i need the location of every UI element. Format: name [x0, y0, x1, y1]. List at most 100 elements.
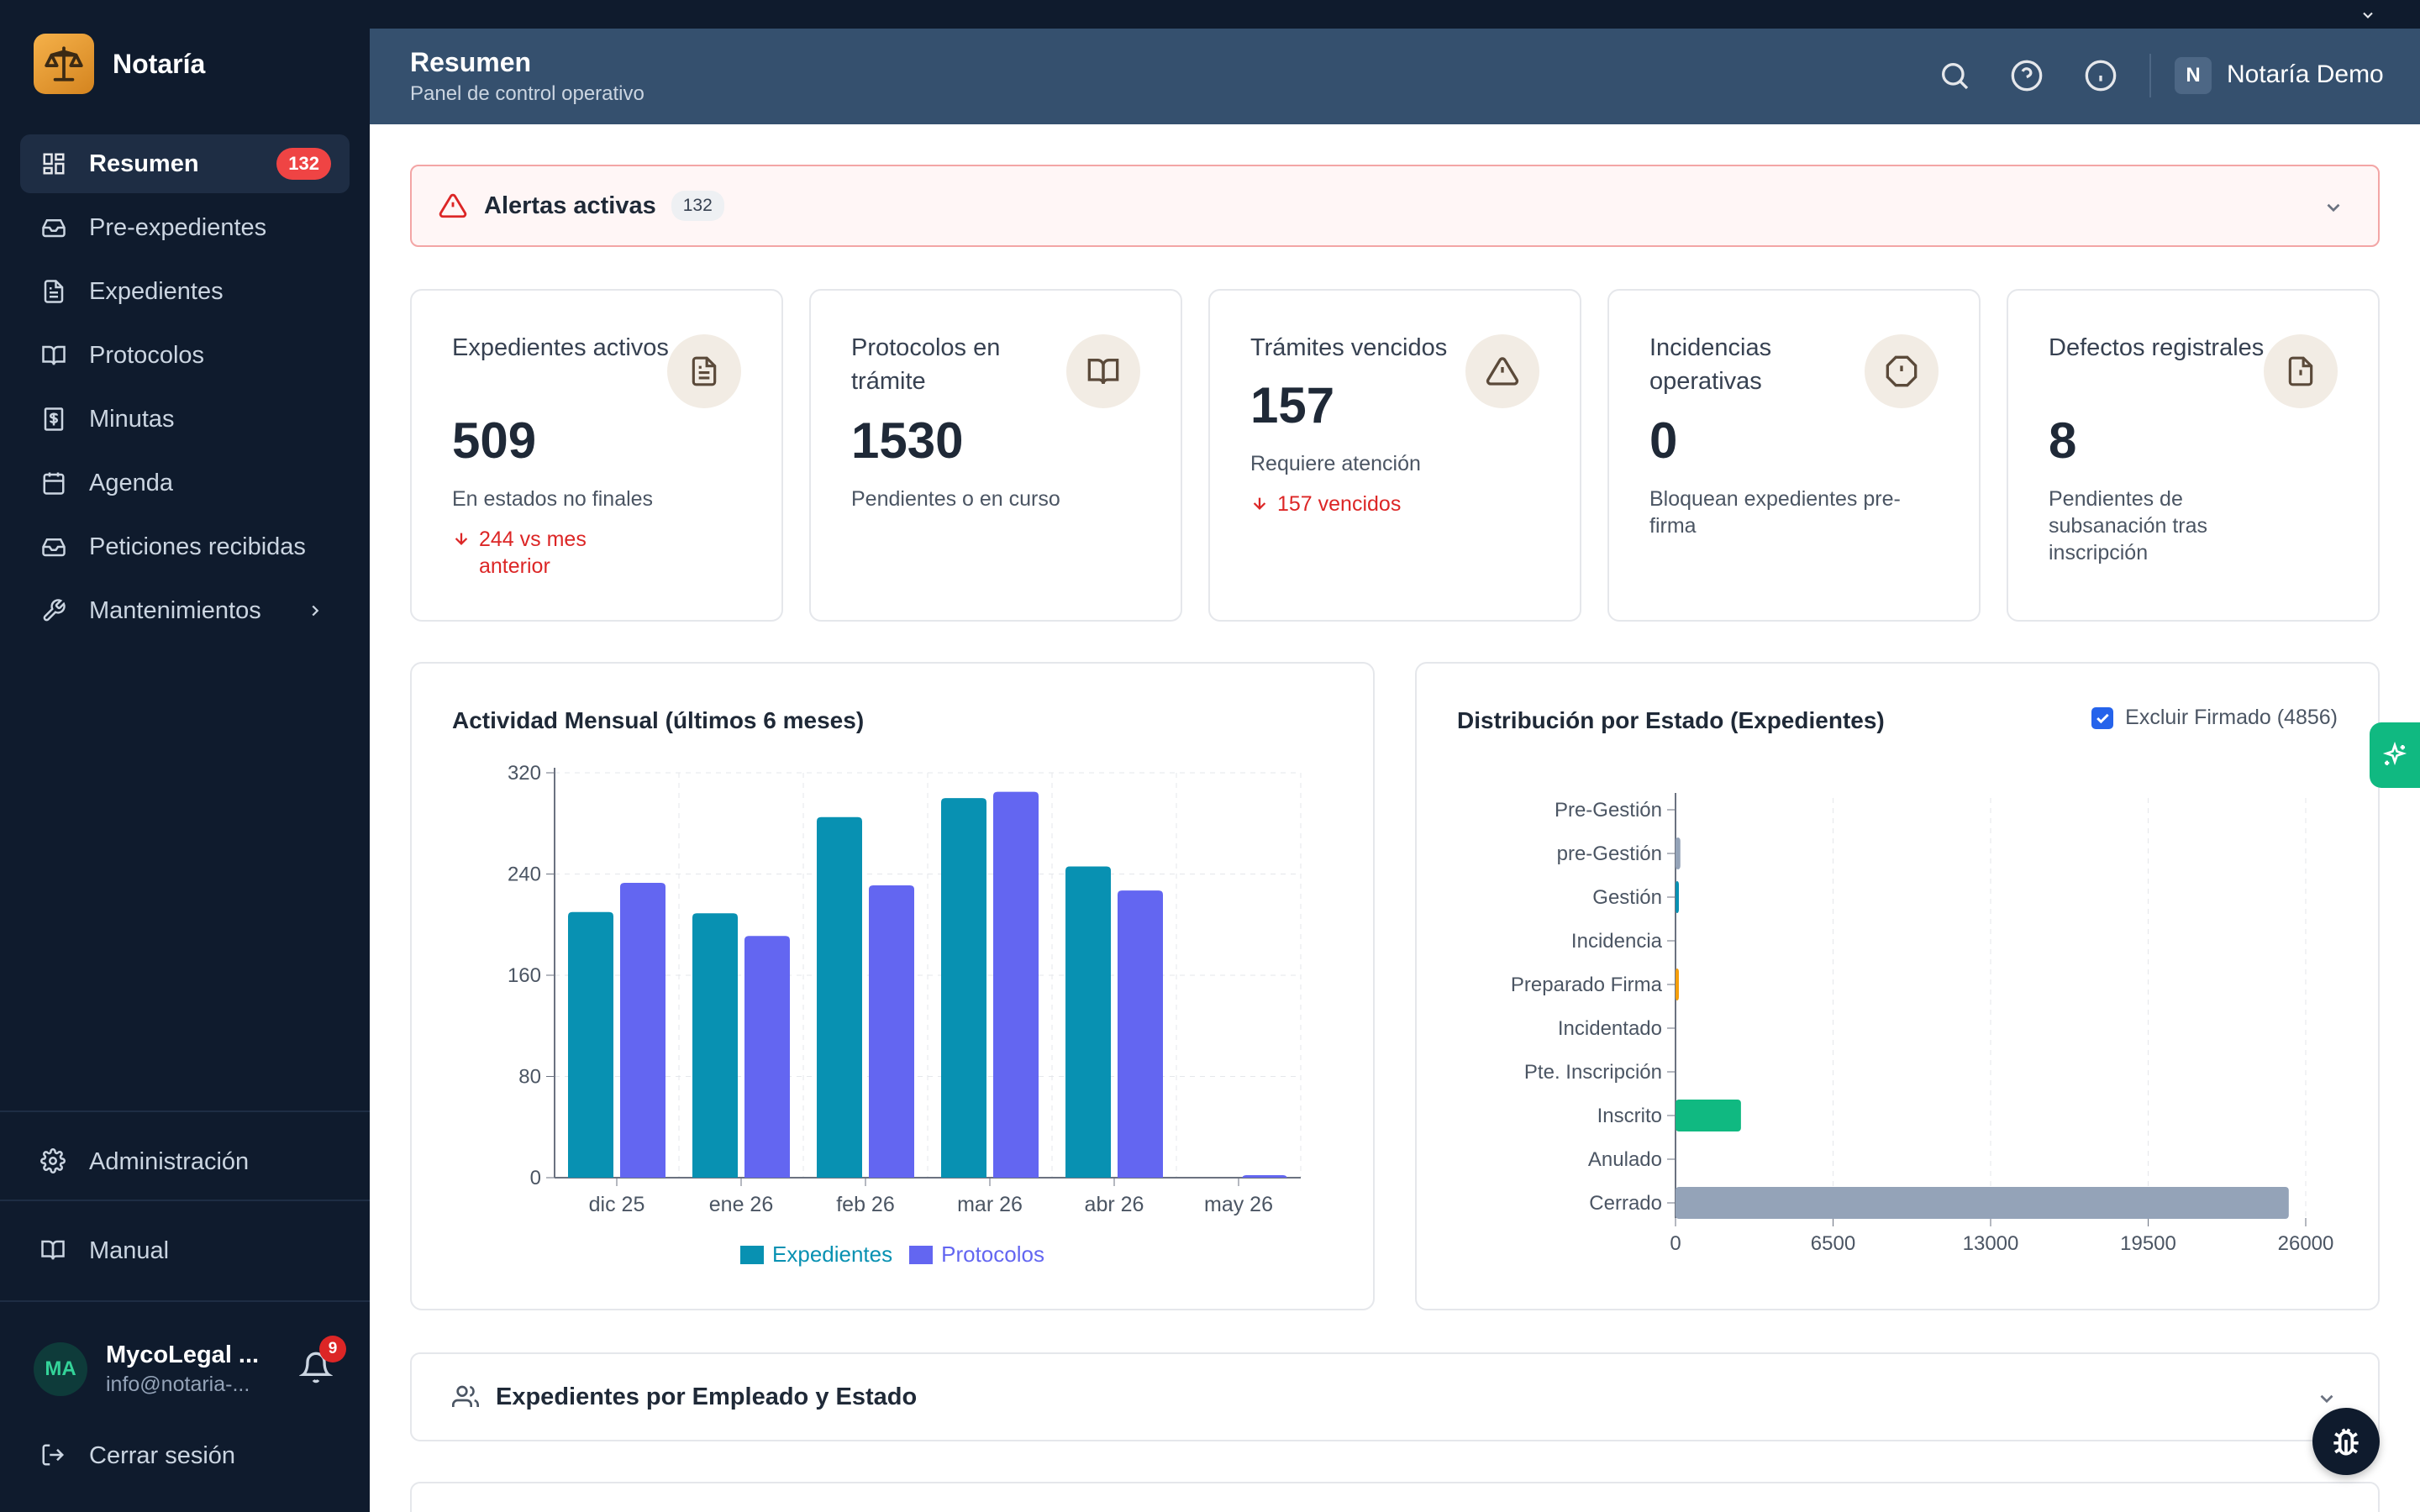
y-tick-label: Preparado Firma [1511, 974, 1663, 996]
kpi-trend-text: 157 vencidos [1277, 492, 1402, 516]
divider [2149, 54, 2151, 97]
chevron-down-icon[interactable] [2323, 197, 2344, 218]
bar-gesti-n [1676, 881, 1679, 913]
kpi-description: En estados no finales [452, 487, 654, 511]
sidebar-item-resumen[interactable]: Resumen 132 [20, 134, 350, 193]
warning-triangle-icon [1465, 334, 1539, 408]
scales-logo-icon [34, 34, 94, 94]
sidebar-item-administracion[interactable]: Administración [20, 1132, 350, 1191]
sidebar-item-mantenimientos[interactable]: Mantenimientos [20, 581, 350, 640]
legend-item-protocolos[interactable]: Protocolos [909, 1242, 1044, 1268]
sidebar-item-minutas[interactable]: Minutas [20, 390, 350, 449]
bar-expedientes [941, 798, 986, 1178]
sidebar-item-manual[interactable]: Manual [20, 1221, 350, 1280]
x-tick-label: abr 26 [1085, 1193, 1144, 1216]
divider [0, 1300, 370, 1302]
exclude-firmado-checkbox[interactable]: Excluir Firmado (4856) [2091, 706, 2338, 730]
user-profile[interactable]: MA MycoLegal ... info@notaria-... 9 [34, 1336, 353, 1401]
bar-pre-gesti-n [1676, 837, 1681, 869]
y-tick-label: Inscrito [1597, 1105, 1662, 1127]
y-tick-label: 320 [508, 762, 541, 785]
x-tick-label: dic 25 [589, 1193, 645, 1216]
sidebar-item-peticiones[interactable]: Peticiones recibidas [20, 517, 350, 576]
kpi-card-expedientes-activos[interactable]: Expedientes activos 509 En estados no fi… [410, 289, 783, 622]
y-tick-label: Pre-Gestión [1555, 799, 1662, 822]
org-name[interactable]: Notaría Demo [2227, 60, 2384, 88]
search-icon[interactable] [1938, 59, 1971, 92]
org-avatar[interactable]: N [2175, 57, 2212, 94]
arrow-down-icon [1253, 497, 1266, 511]
sidebar-item-label: Mantenimientos [89, 596, 261, 624]
bell-icon[interactable] [299, 1351, 333, 1384]
help-icon[interactable] [2010, 59, 2044, 92]
calendar-icon [40, 470, 67, 496]
sidebar-item-expedientes[interactable]: Expedientes [20, 262, 350, 321]
alerts-count-badge: 132 [671, 191, 724, 221]
sidebar-item-agenda[interactable]: Agenda [20, 454, 350, 512]
checkbox-checked-icon[interactable] [2091, 706, 2114, 729]
kpi-description: Pendientes de subsanación tras inscripci… [2049, 487, 2208, 564]
sidebar-item-pre-expedientes[interactable]: Pre-expedientes [20, 198, 350, 257]
inbox-icon [40, 533, 67, 560]
bar-protocolos [1118, 890, 1163, 1178]
kpi-description: Requiere atención [1250, 452, 1421, 475]
section-title: Expedientes por Empleado y Estado [496, 1383, 918, 1410]
logout-icon [40, 1442, 67, 1469]
dashboard-icon [40, 150, 67, 177]
kpi-trend-text: 244 vs mes anterior [479, 528, 587, 578]
book-icon [40, 342, 67, 369]
arrow-down-icon [455, 533, 468, 546]
ai-assistant-button[interactable] [2370, 722, 2420, 788]
sidebar-item-label: Minutas [89, 405, 175, 433]
kpi-card-incidencias[interactable]: Incidencias operativas 0 Bloquean expedi… [1607, 289, 1981, 622]
bar-protocolos [869, 885, 914, 1178]
x-tick-label: 26000 [2278, 1232, 2334, 1255]
logout-button[interactable]: Cerrar sesión [20, 1426, 350, 1485]
bar-protocolos [1242, 1174, 1287, 1179]
kpi-trend: 157 vencidos [1250, 491, 1401, 517]
bar-protocolos [620, 883, 666, 1178]
chevron-down-icon[interactable] [2360, 7, 2376, 24]
bar-protocolos [744, 936, 790, 1178]
page-subtitle: Panel de control operativo [410, 82, 644, 105]
y-tick-label: 0 [530, 1167, 541, 1189]
legend-item-expedientes[interactable]: Expedientes [740, 1242, 892, 1268]
info-icon[interactable] [2084, 59, 2118, 92]
y-tick-label: 240 [508, 864, 541, 886]
kpi-value: 509 [452, 412, 537, 469]
brand[interactable]: Notaría [34, 34, 205, 94]
kpi-card-protocolos[interactable]: Protocolos en trámite 1530 Pendientes o … [809, 289, 1182, 622]
avatar: MA [34, 1342, 87, 1396]
y-tick-label: Gestión [1592, 886, 1662, 909]
receipt-icon [40, 406, 67, 433]
state-distribution-card: Distribución por Estado (Expedientes) Ex… [1415, 662, 2380, 1310]
y-tick-label: 160 [508, 964, 541, 987]
file-alert-icon [2264, 334, 2338, 408]
alert-octagon-icon [1865, 334, 1939, 408]
chevron-down-icon[interactable] [2316, 1388, 2338, 1410]
bar-expedientes [1065, 866, 1111, 1178]
bug-report-button[interactable] [2312, 1408, 2380, 1475]
additional-card [410, 1482, 2380, 1512]
divider [0, 1200, 370, 1201]
sidebar-item-protocolos[interactable]: Protocolos [20, 326, 350, 385]
employee-state-section[interactable]: Expedientes por Empleado y Estado [410, 1352, 2380, 1441]
logout-label: Cerrar sesión [89, 1441, 236, 1469]
inbox-icon [40, 214, 67, 241]
notification-badge: 9 [319, 1336, 346, 1362]
kpi-value: 157 [1250, 377, 1335, 433]
book-icon [40, 1237, 67, 1264]
y-tick-label: 80 [518, 1066, 541, 1089]
active-alerts-panel[interactable]: Alertas activas 132 [410, 165, 2380, 247]
state-distribution-chart: 0 6500 13000 19500 26000 Pre-Gestión pre-Gesti… [1511, 793, 2334, 1255]
y-tick-label: Anulado [1588, 1148, 1662, 1171]
x-tick-label: may 26 [1204, 1193, 1273, 1216]
chart-title: Distribución por Estado (Expedientes) [1457, 707, 1885, 733]
kpi-card-defectos[interactable]: Defectos registrales 8 Pendientes de sub… [2007, 289, 2380, 622]
legend-label: Expedientes [772, 1242, 893, 1267]
kpi-card-tramites-vencidos[interactable]: Trámites vencidos 157 Requiere atención … [1208, 289, 1581, 622]
y-tick-label: Incidentado [1558, 1017, 1662, 1040]
legend-swatch [909, 1245, 934, 1264]
kpi-value: 0 [1649, 412, 1678, 469]
legend-swatch [740, 1245, 765, 1264]
